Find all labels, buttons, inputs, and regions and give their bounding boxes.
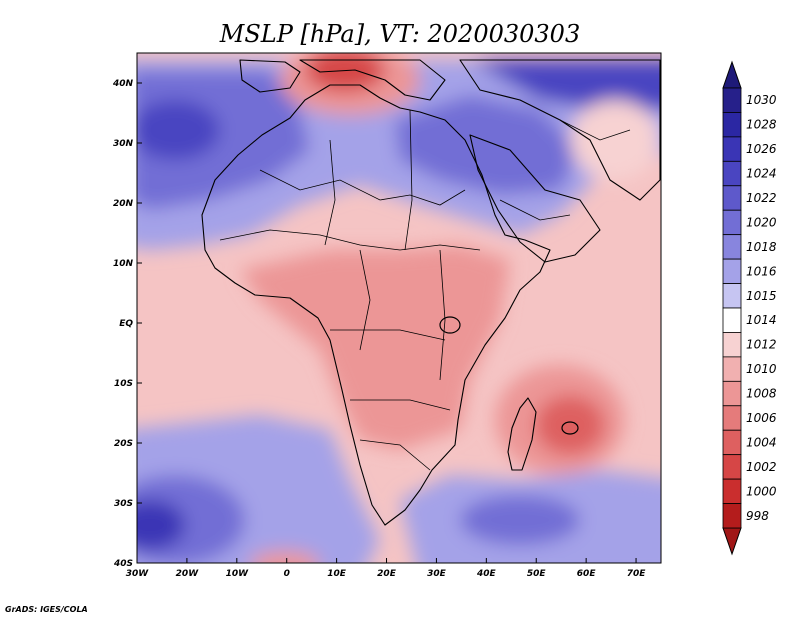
- border-central-west: [359, 249, 371, 351]
- colorbar-swatch: [722, 160, 742, 187]
- border-congo: [330, 329, 446, 341]
- colorbar-label: 1008: [746, 387, 777, 401]
- border-iran: [559, 119, 631, 141]
- colorbar-swatch: [722, 429, 742, 456]
- field-iran-low: [570, 100, 660, 180]
- lat-tick-label: 40S: [113, 559, 133, 569]
- field-northeast-high: [470, 60, 661, 110]
- border-sahel: [219, 229, 481, 251]
- lon-tick-label: 40E: [476, 569, 497, 579]
- grads-credit: GrADS: IGES/COLA: [5, 605, 88, 614]
- map-title: MSLP [hPa], VT: 2020030303: [219, 20, 580, 48]
- lat-tick-label: 40N: [112, 79, 134, 89]
- asia-coastline: [459, 59, 661, 201]
- colorbar-label: 1018: [746, 240, 777, 254]
- field-south-indian-high: [460, 495, 580, 545]
- lon-tick-label: 0: [284, 569, 290, 579]
- field-south-atlantic-high-core: [137, 500, 185, 550]
- iberia-coastline: [239, 59, 301, 93]
- map-frame: [136, 52, 662, 564]
- field-azores-high-core: [137, 100, 220, 160]
- colorbar-label: 1020: [746, 215, 777, 229]
- lat-tick-label: 10N: [113, 259, 134, 269]
- colorbar-bottom-arrow: [722, 527, 742, 556]
- colorbar-swatch: [722, 112, 742, 138]
- border-southern-africa: [350, 399, 451, 411]
- colorbar-swatch: [722, 356, 742, 382]
- lon-tick-label: 50E: [527, 569, 547, 579]
- colorbar-swatch: [722, 209, 742, 236]
- colorbar: 1030 1028 1026 1024 1022 1020 1018 1016 1015 1014…: [722, 60, 777, 556]
- colorbar-swatch: [722, 478, 742, 504]
- madagascar-coastline: [507, 397, 537, 471]
- colorbar-swatch: [722, 234, 742, 260]
- lat-tick-label: 20S: [114, 439, 133, 449]
- map-panel: 30W 20W 10W 0 10E 20E 30E 40E 50E 60E 70E 40N 30N 20N…: [112, 52, 662, 579]
- lon-tick-label: 20E: [377, 569, 397, 579]
- lon-tick-label: 70E: [627, 569, 647, 579]
- colorbar-swatch: [722, 454, 742, 480]
- colorbar-label: 1015: [746, 289, 777, 303]
- field-sw-africa-low: [250, 551, 320, 563]
- country-borders: [219, 109, 631, 471]
- lon-tick-label: 10E: [327, 569, 347, 579]
- colorbar-top-arrow: [722, 60, 742, 89]
- colorbar-swatch: [722, 185, 742, 211]
- border-sahara-east-west: [259, 169, 466, 206]
- colorbar-label: 1004: [746, 435, 777, 449]
- colorbar-label: 1016: [746, 264, 777, 278]
- colorbar-label: 1006: [746, 411, 777, 425]
- lon-tick-label: 30E: [427, 569, 447, 579]
- colorbar-label: 1010: [746, 362, 777, 376]
- colorbar-swatch: [722, 332, 742, 358]
- arabia-coastline: [469, 134, 601, 263]
- colorbar-swatch: [722, 136, 742, 162]
- border-north-south-east: [404, 109, 413, 251]
- lat-tick-label: 20N: [113, 199, 134, 209]
- europe-coastline: [299, 59, 446, 101]
- colorbar-label: 1030: [746, 93, 777, 107]
- isobar-mascarene-low: [561, 421, 579, 435]
- colorbar-label: 1014: [746, 313, 777, 327]
- axis-ticks: 30W 20W 10W 0 10E 20E 30E 40E 50E 60E 70E 40N 30N 20N…: [112, 79, 646, 579]
- lat-tick-label: 10S: [114, 379, 133, 389]
- lon-tick-label: 60E: [577, 569, 597, 579]
- colorbar-swatch: [722, 258, 742, 284]
- isobar-contours: [439, 316, 579, 435]
- border-arabia: [499, 199, 571, 221]
- coastlines: [201, 59, 661, 526]
- colorbar-label: 1012: [746, 338, 777, 352]
- colorbar-swatch: [722, 87, 742, 113]
- colorbar-swatch: [722, 283, 742, 309]
- colorbar-swatch: [722, 503, 742, 529]
- lon-tick-label: 30W: [126, 569, 150, 579]
- colorbar-swatch: [722, 380, 742, 407]
- field-arabian-high: [395, 95, 580, 195]
- colorbar-label: 1002: [746, 460, 777, 474]
- lat-tick-label: 30N: [113, 139, 134, 149]
- pressure-field: [137, 53, 661, 563]
- field-mascarene-low-core: [535, 395, 605, 455]
- lat-tick-label: EQ: [119, 319, 133, 329]
- colorbar-label: 998: [746, 509, 769, 523]
- colorbar-label: 1028: [746, 118, 777, 132]
- lon-tick-label: 10W: [226, 569, 250, 579]
- africa-coastline: [201, 84, 551, 526]
- isobar-lake-victoria: [439, 316, 461, 334]
- colorbar-label: 1024: [746, 167, 777, 181]
- border-north-south-west: [324, 139, 336, 246]
- border-central-east: [439, 249, 446, 381]
- colorbar-label: 1026: [746, 142, 777, 156]
- colorbar-label: 1022: [746, 191, 777, 205]
- lat-tick-label: 30S: [114, 499, 133, 509]
- field-med-low-core: [305, 53, 385, 92]
- colorbar-label: 1000: [746, 484, 777, 498]
- colorbar-swatch: [722, 405, 742, 431]
- lon-tick-label: 20W: [176, 569, 200, 579]
- colorbar-swatch: [722, 307, 742, 333]
- field-central-africa-low: [240, 245, 510, 450]
- border-south-africa: [359, 439, 431, 471]
